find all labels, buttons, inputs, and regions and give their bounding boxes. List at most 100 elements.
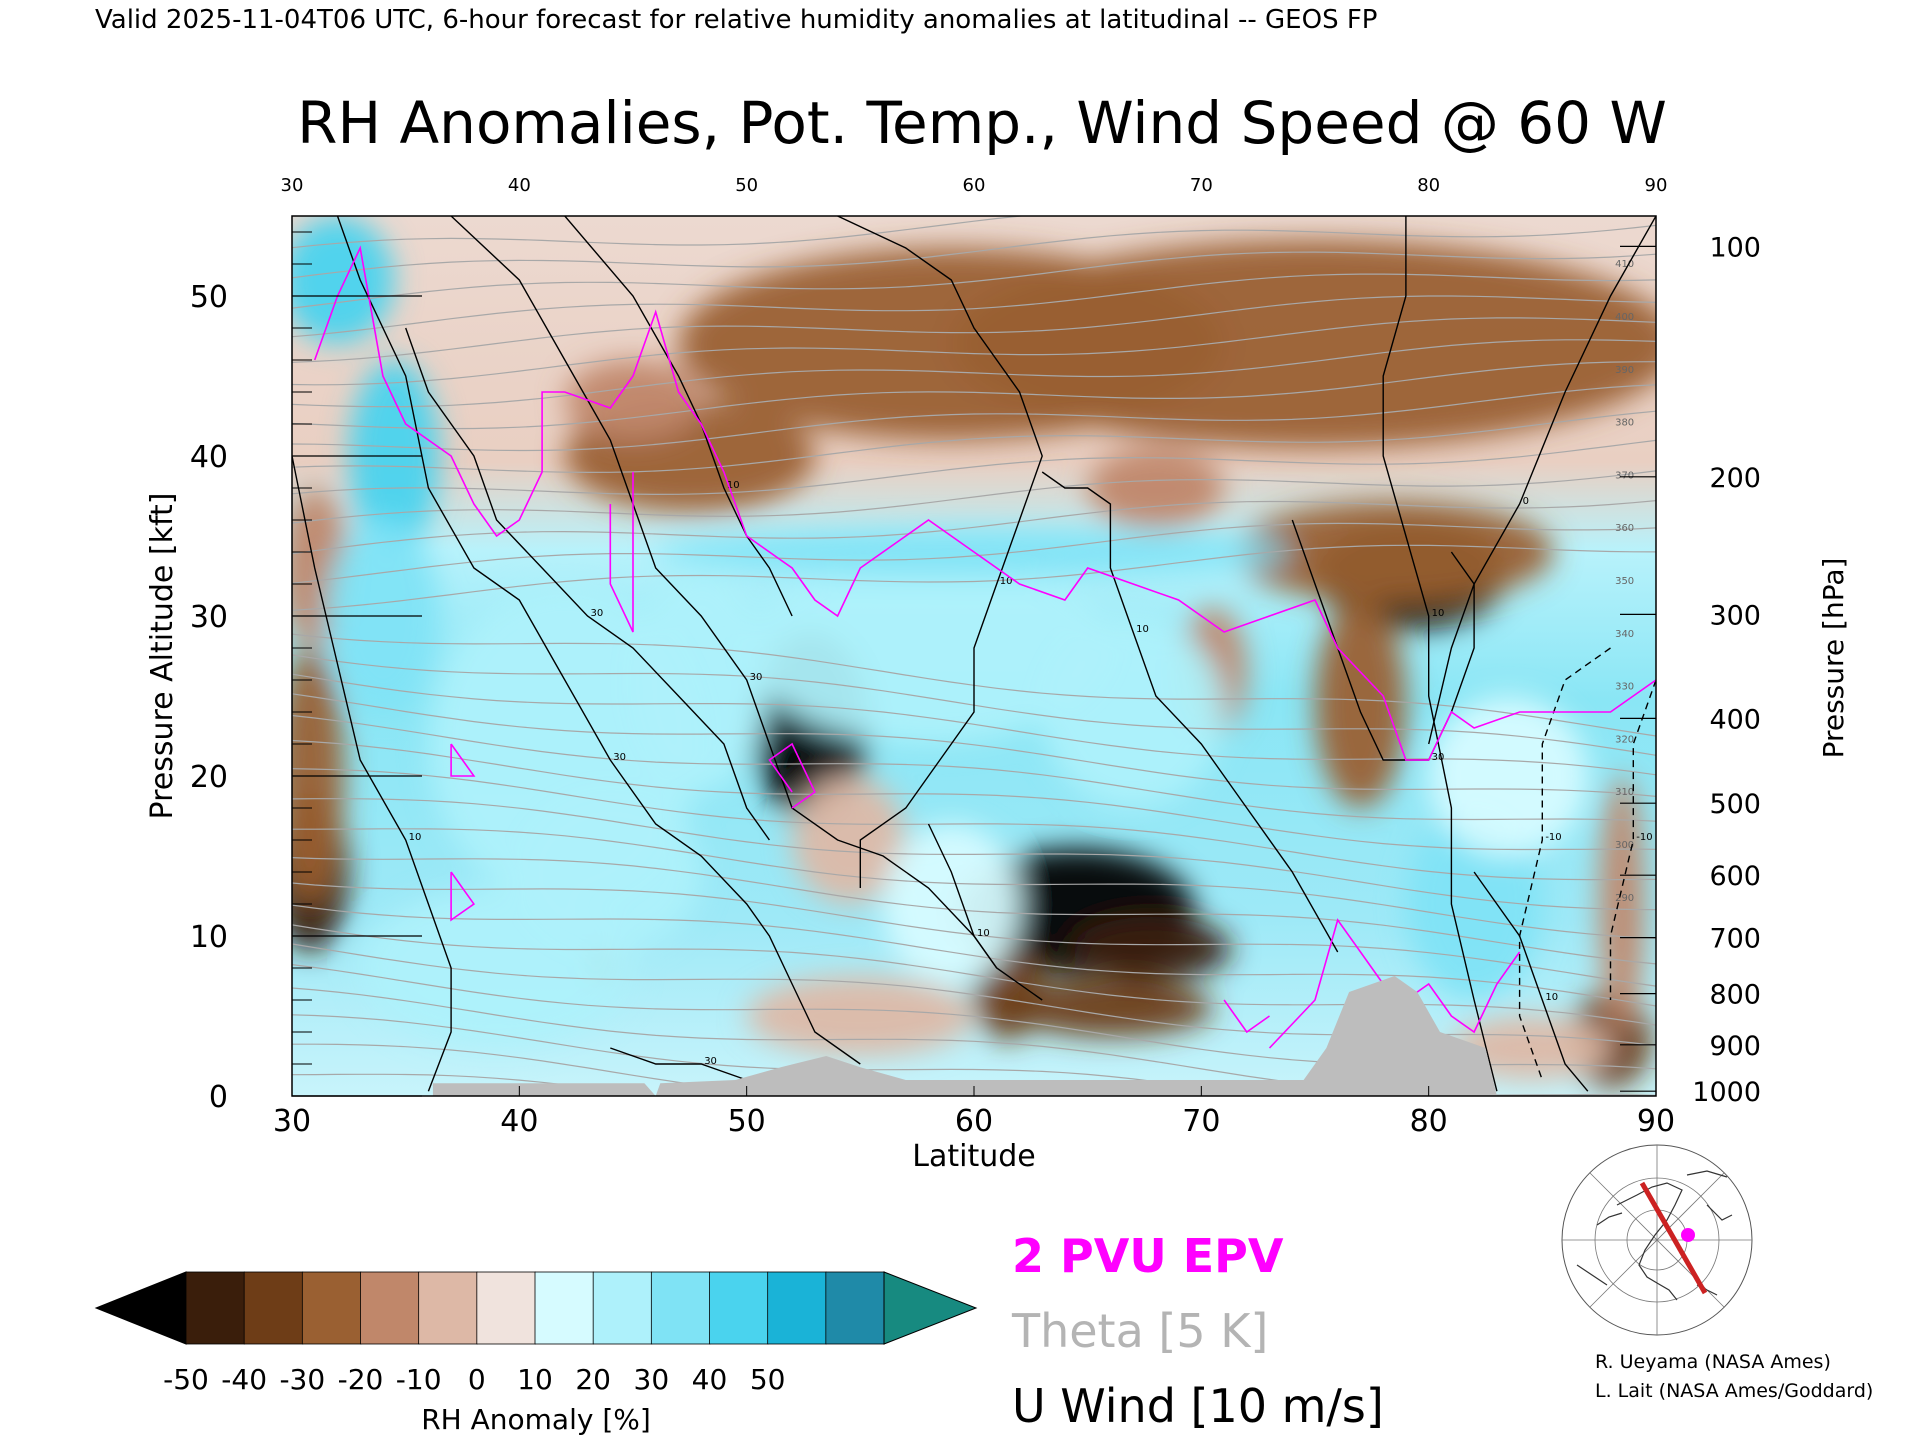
rh-blob-20	[746, 976, 974, 1056]
colorbar-box	[592, 1271, 653, 1345]
y-tick-label: 0	[209, 1080, 228, 1115]
pressure-tick-label: 300	[1709, 600, 1761, 631]
wind-contour-label: 30	[704, 1056, 717, 1067]
legend-epv: 2 PVU EPV	[1012, 1229, 1284, 1283]
theta-line	[292, 439, 1656, 496]
rh-blob-6	[1235, 500, 1554, 604]
wind-contour	[1382, 216, 1498, 1092]
colorbar-tick-label: 0	[468, 1363, 486, 1396]
wind-contour	[927, 823, 1043, 1001]
pressure-tick-label: 500	[1709, 789, 1761, 820]
x-axis-label: Latitude	[912, 1139, 1035, 1174]
y-axis-label: Pressure Altitude [kft]	[145, 493, 180, 820]
theta-line	[292, 251, 1656, 309]
theta-label: 310	[1615, 787, 1634, 798]
x-top-tick-label: 70	[1190, 175, 1213, 196]
colorbar-box	[825, 1271, 885, 1345]
y-tick-label: 50	[190, 280, 228, 315]
theta-line	[292, 768, 1656, 881]
colorbar-tick-label: -30	[279, 1363, 325, 1396]
theta-line	[292, 798, 1656, 911]
theta-label: 400	[1615, 312, 1634, 323]
theta-line	[292, 904, 1656, 1007]
topography-area	[432, 976, 1497, 1096]
wind-contour-dashed-label: -10	[1545, 832, 1561, 843]
y-tick-label: 20	[190, 760, 228, 795]
epv-contour	[313, 245, 1656, 761]
rh-blob-2	[1071, 916, 1231, 981]
theta-label: 350	[1615, 576, 1634, 587]
theta-line	[292, 317, 1656, 386]
y-axis-left: 0 10 20 30 40 50	[190, 280, 228, 1115]
theta-label: 410	[1615, 259, 1634, 270]
wind-contour	[405, 327, 770, 841]
theta-line	[292, 739, 1656, 851]
theta-line	[292, 1073, 647, 1096]
x-tick-label: 50	[728, 1104, 766, 1139]
theta-line	[292, 828, 1656, 939]
pressure-tick-label: 1000	[1692, 1077, 1761, 1108]
x-top-tick-label: 60	[963, 175, 986, 196]
colorbar-box	[650, 1271, 711, 1345]
y2-axis-label: Pressure [hPa]	[1817, 558, 1850, 759]
rh-blob-19	[792, 776, 906, 904]
theta-line	[292, 470, 1656, 524]
wind-contour-label: 10	[1545, 992, 1558, 1003]
epv-contour	[768, 742, 816, 809]
theta-line	[292, 1014, 1255, 1096]
legend-wind: U Wind [10 m/s]	[1012, 1379, 1384, 1433]
colorbar-box	[534, 1271, 595, 1345]
epv-contours	[313, 245, 1656, 1049]
wind-contour-label: 30	[750, 672, 763, 683]
colorbar-tick-label: 20	[575, 1363, 611, 1396]
rh-blob-4	[1008, 979, 1213, 1037]
colorbar-tick-label: -40	[221, 1363, 267, 1396]
polar-map-icon	[1557, 1144, 1757, 1336]
theta-line	[292, 522, 1656, 584]
wind-contour-label: 10	[727, 480, 740, 491]
theta-label: 330	[1615, 682, 1634, 693]
theta-line	[292, 339, 1656, 408]
topography	[432, 976, 1497, 1096]
theta-line	[292, 295, 1656, 363]
wind-contour-label: 10	[409, 832, 422, 843]
y-tick-label: 40	[190, 440, 228, 475]
rh-blob-33	[1042, 616, 1225, 808]
legend: 2 PVU EPV Theta [5 K] U Wind [10 m/s]	[1011, 1229, 1384, 1433]
wind-contour	[450, 216, 998, 969]
pressure-tick-label: 800	[1709, 980, 1761, 1011]
rh-blob-30	[633, 568, 770, 792]
x-top-tick-label: 90	[1645, 175, 1668, 196]
theta-label: 290	[1615, 893, 1634, 904]
colorbar-tick-label: 50	[750, 1363, 786, 1396]
wind-contour	[1473, 871, 1589, 1092]
theta-label: 380	[1615, 418, 1634, 429]
plot-area: 2903003103203303403503603703803904004104…	[291, 215, 1657, 1097]
theta-label: 320	[1615, 734, 1634, 745]
colorbar-tick-label: -20	[338, 1363, 384, 1396]
theta-line	[292, 1043, 808, 1096]
rh-blob-32	[1428, 696, 1588, 856]
rh-blob-23	[292, 216, 395, 344]
x-top-tick-label: 40	[508, 175, 531, 196]
rh-blob-35	[519, 792, 702, 952]
theta-line	[292, 273, 1656, 338]
wind-contour-dashed-label: -10	[1636, 832, 1652, 843]
rh-blob-34	[883, 824, 1020, 984]
theta-line	[292, 544, 1656, 611]
x-top-tick-label: 30	[281, 175, 304, 196]
x-top-tick-label: 80	[1417, 175, 1440, 196]
theta-line	[292, 410, 1656, 474]
wind-contour-label: 30	[1432, 752, 1445, 763]
colorbar-box	[767, 1271, 827, 1345]
colorbar-tick-label: -50	[163, 1363, 209, 1396]
x-tick-label: 90	[1637, 1104, 1675, 1139]
pressure-tick-label: 600	[1709, 861, 1761, 892]
rh-blob-7	[1315, 600, 1406, 808]
epv-contour	[609, 472, 634, 633]
x-tick-label: 80	[1410, 1104, 1448, 1139]
pressure-tick-label: 200	[1709, 463, 1761, 494]
colorbar-tick-label: 40	[692, 1363, 728, 1396]
wind-contour	[1041, 471, 1339, 953]
colorbar-label: RH Anomaly [%]	[421, 1403, 651, 1436]
